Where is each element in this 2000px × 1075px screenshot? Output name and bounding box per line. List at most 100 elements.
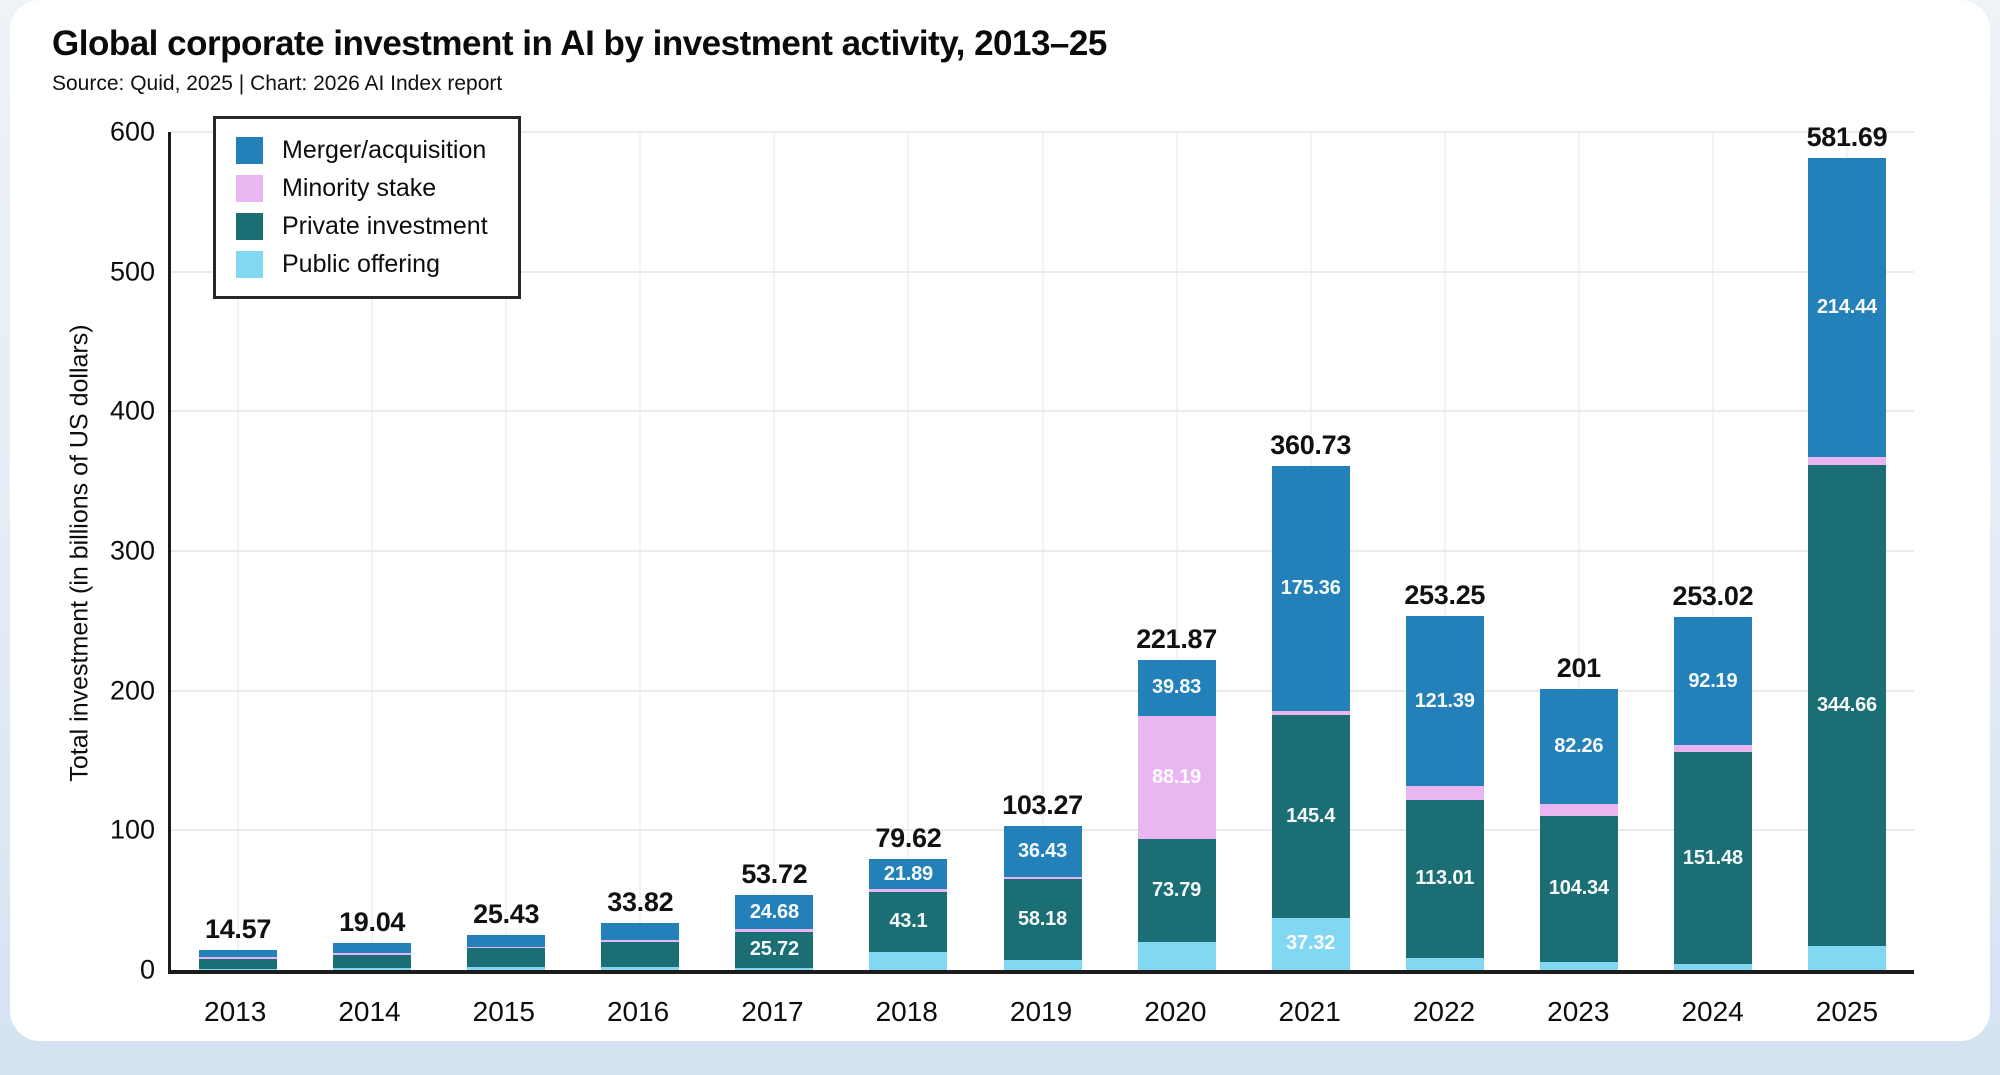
y-axis-tick-400: 400 [109, 395, 155, 426]
segment-merger-acquisition-2023: 82.26 [1539, 689, 1618, 805]
x-axis-label-2017: 2017 [741, 996, 804, 1027]
x-axis-label-2023: 2023 [1547, 996, 1610, 1027]
x-axis-label-2020: 2020 [1144, 996, 1207, 1027]
segment-value-label: 25.72 [749, 938, 799, 961]
bar-total-label-2019: 103.27 [1002, 789, 1083, 820]
segment-minority-stake-2020: 88.19 [1137, 715, 1216, 839]
bar-total-label-2015: 25.43 [473, 898, 540, 929]
y-axis-tick-500: 500 [109, 256, 155, 287]
x-axis-label-2019: 2019 [1009, 996, 1073, 1027]
x-axis-label-2013: 2013 [204, 996, 267, 1027]
x-axis-labels: 2013 2014 2015 2016 2017 2018 2019 2020 2021 2022… [168, 982, 1914, 1034]
segment-minority-stake-2018 [869, 889, 948, 892]
bar-total-label-2021: 360.73 [1270, 430, 1352, 461]
bar-total-label-2020: 221.87 [1136, 624, 1217, 655]
legend-label-minority-stake: Minority stake [282, 174, 437, 202]
x-axis-label-2025: 2025 [1815, 996, 1879, 1027]
bar-total-label-2022: 253.25 [1404, 580, 1486, 611]
legend-label-private-investment: Private investment [282, 212, 488, 240]
stacked-bar-2015 [467, 934, 546, 970]
gridline-horizontal-400 [171, 410, 1914, 413]
segment-value-label: 21.89 [883, 862, 933, 885]
x-axis-label-2021: 2021 [1278, 996, 1341, 1027]
segment-merger-acquisition-2024: 92.19 [1673, 616, 1752, 746]
legend-label-public-offering: Public offering [282, 250, 440, 278]
stacked-bar-2014 [333, 943, 412, 970]
legend-item-minority-stake: Minority stake [236, 174, 488, 203]
segment-value-label: 175.36 [1280, 577, 1341, 600]
segment-public-offering-2014 [333, 967, 412, 970]
chart-area: Total investment (in billions of US doll… [50, 104, 1950, 1034]
bar-total-label-2017: 53.72 [741, 858, 808, 889]
segment-value-label: 113.01 [1415, 867, 1475, 890]
segment-private-investment-2017: 25.72 [735, 931, 814, 968]
bar-total-label-2018: 79.62 [875, 822, 942, 853]
legend-item-private-investment: Private investment [236, 212, 488, 241]
segment-private-investment-2015 [467, 948, 546, 968]
segment-minority-stake-2025 [1807, 457, 1886, 465]
stacked-bar-2022: 121.39 113.01 [1405, 616, 1484, 970]
legend-swatch-minority-stake [236, 175, 263, 202]
bar-total-label-2014: 19.04 [339, 907, 406, 938]
y-axis-title: Total investment (in billions of US doll… [65, 324, 94, 782]
segment-public-offering-2017 [735, 967, 814, 970]
x-axis-label-2016: 2016 [606, 996, 670, 1027]
segment-private-investment-2018: 43.1 [869, 891, 948, 952]
segment-minority-stake-2021 [1271, 711, 1350, 715]
y-axis-tick-600: 600 [109, 116, 155, 147]
segment-value-label: 104.34 [1548, 877, 1609, 900]
segment-merger-acquisition-2017: 24.68 [735, 894, 814, 930]
stacked-bar-2025: 214.44 344.66 [1807, 157, 1886, 970]
y-axis-tick-300: 300 [109, 535, 155, 566]
segment-public-offering-2020 [1137, 941, 1216, 970]
segment-public-offering-2018 [869, 951, 948, 970]
legend-swatch-merger-acquisition [236, 137, 263, 164]
segment-merger-acquisition-2021: 175.36 [1271, 466, 1350, 712]
bar-total-label-2025: 581.69 [1806, 121, 1888, 152]
segment-value-label: 88.19 [1152, 765, 1202, 788]
bar-total-label-2016: 33.82 [607, 886, 674, 917]
segment-private-investment-2016 [601, 942, 680, 968]
stacked-bar-2013 [199, 949, 278, 970]
stacked-bar-2024: 92.19 151.48 [1673, 616, 1752, 970]
gridline-horizontal-600 [171, 131, 1914, 133]
segment-public-offering-2019 [1003, 960, 1082, 970]
segment-value-label: 73.79 [1152, 878, 1202, 901]
segment-minority-stake-2013 [199, 957, 278, 959]
gridline-horizontal-500 [171, 270, 1914, 273]
segment-private-investment-2013 [199, 958, 278, 969]
bar-column-2021: 360.73 175.36 145.4 37.32 [1244, 132, 1378, 970]
x-axis-label-2018: 2018 [875, 996, 938, 1027]
segment-value-label: 145.4 [1286, 804, 1336, 827]
segment-public-offering-2021: 37.32 [1271, 917, 1350, 970]
chart-card: Global corporate investment in AI by inv… [10, 0, 1990, 1041]
segment-minority-stake-2022 [1405, 785, 1484, 800]
segment-value-label: 24.68 [749, 900, 799, 923]
bar-total-label-2023: 201 [1556, 653, 1601, 684]
segment-minority-stake-2017 [735, 929, 814, 932]
segment-value-label: 151.48 [1682, 846, 1743, 869]
gridline-horizontal-300 [171, 550, 1914, 552]
stacked-bar-2017: 24.68 25.72 [735, 894, 814, 970]
segment-value-label: 37.32 [1286, 932, 1336, 955]
segment-value-label: 214.44 [1816, 295, 1877, 318]
segment-minority-stake-2014 [333, 953, 412, 955]
x-axis-label-2024: 2024 [1681, 996, 1744, 1027]
segment-private-investment-2022: 113.01 [1405, 799, 1484, 958]
x-axis-label-2015: 2015 [472, 996, 535, 1027]
segment-private-investment-2021: 145.4 [1271, 714, 1350, 918]
segment-minority-stake-2015 [467, 946, 546, 949]
segment-private-investment-2014 [333, 954, 412, 968]
segment-value-label: 43.1 [889, 910, 928, 933]
legend-label-merger-acquisition: Merger/acquisition [282, 136, 487, 164]
segment-minority-stake-2023 [1539, 804, 1618, 817]
segment-public-offering-2016 [601, 967, 680, 970]
segment-merger-acquisition-2016 [601, 922, 680, 941]
segment-value-label: 58.18 [1017, 908, 1068, 931]
segment-minority-stake-2019 [1003, 876, 1082, 879]
bar-column-2023: 201 82.26 104.34 [1512, 132, 1646, 970]
stacked-bar-2021: 175.36 145.4 37.32 [1271, 466, 1350, 970]
segment-merger-acquisition-2014 [333, 943, 412, 954]
legend-item-merger-acquisition: Merger/acquisition [236, 136, 488, 165]
y-axis-tick-0: 0 [139, 954, 155, 985]
